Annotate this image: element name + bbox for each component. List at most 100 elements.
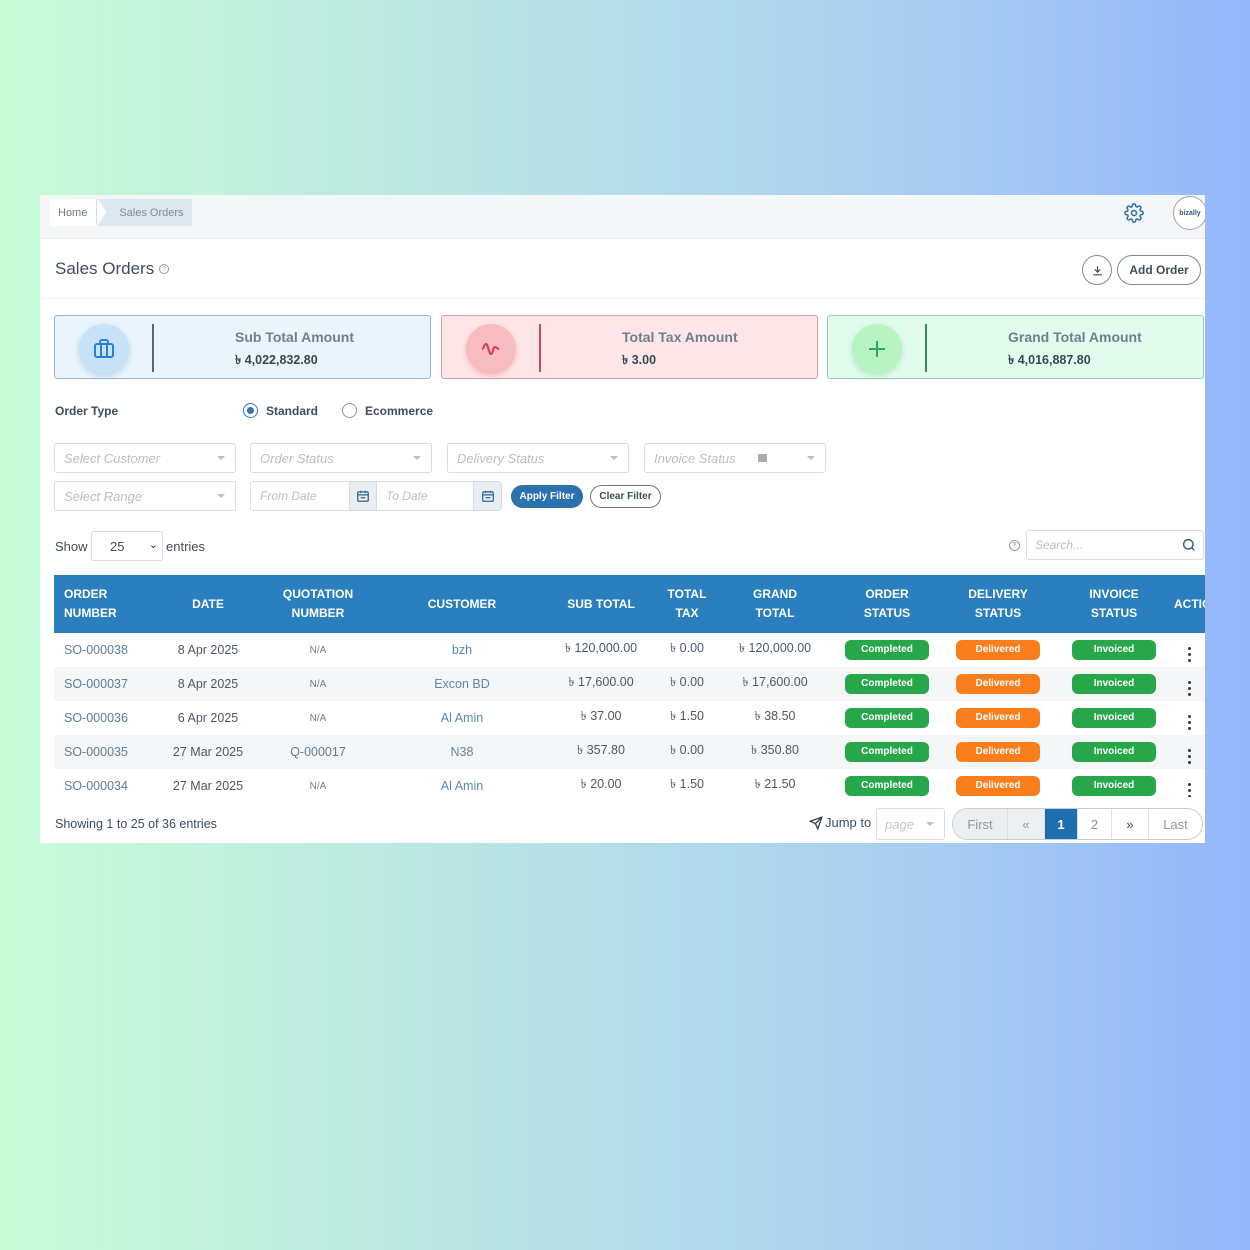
pagination-first[interactable]: First xyxy=(953,809,1008,839)
more-vertical-icon[interactable] xyxy=(1188,748,1191,764)
col-action: ACTION xyxy=(1174,596,1205,611)
search-input[interactable]: Search... xyxy=(1026,530,1204,560)
search-placeholder: Search... xyxy=(1035,538,1084,552)
quotation-number: N/A xyxy=(309,678,327,690)
order-date: 8 Apr 2025 xyxy=(177,677,239,691)
download-button[interactable] xyxy=(1082,255,1112,285)
card-divider xyxy=(539,324,541,372)
gear-icon[interactable] xyxy=(1123,202,1145,224)
order-number-link[interactable]: SO-000038 xyxy=(64,643,128,657)
caret-down-icon xyxy=(413,456,421,460)
sub-total: ৳ 17,600.00 xyxy=(568,675,634,689)
total-tax: ৳ 0.00 xyxy=(669,743,705,757)
jump-to: Jump to xyxy=(809,815,871,830)
delivery-status-cell: Delivered xyxy=(942,701,1054,735)
delivery-status-badge: Delivered xyxy=(956,640,1040,660)
breadcrumb: Home Sales Orders xyxy=(50,199,192,226)
sales-orders-app: Home Sales Orders bizally Sales Orders ?… xyxy=(40,195,1205,843)
download-icon xyxy=(1092,265,1102,275)
radio-checked-icon[interactable] xyxy=(243,403,258,418)
order-status-placeholder: Order Status xyxy=(260,450,334,466)
col-date[interactable]: DATE xyxy=(192,596,224,611)
caret-down-icon xyxy=(217,456,225,460)
more-vertical-icon[interactable] xyxy=(1188,680,1191,696)
range-select[interactable]: Select Range xyxy=(54,481,236,511)
briefcase-icon xyxy=(79,324,129,374)
clear-filter-button[interactable]: Clear Filter xyxy=(590,485,661,508)
help-icon[interactable]: ? xyxy=(159,264,169,274)
stat-card-subtotal: Sub Total Amount ৳ 4,022,832.80 xyxy=(54,315,431,379)
pagination-page-2[interactable]: 2 xyxy=(1078,809,1112,839)
action-cell xyxy=(1174,633,1205,667)
total-tax: ৳ 1.50 xyxy=(669,709,705,723)
jump-to-label: Jump to xyxy=(825,815,872,830)
customer-select-placeholder: Select Customer xyxy=(64,450,161,466)
more-vertical-icon[interactable] xyxy=(1188,646,1191,662)
table-row: SO-000038 8 Apr 2025 N/A bzh ৳ 120,000.0… xyxy=(54,633,1205,667)
calendar-icon[interactable] xyxy=(349,482,377,510)
sub-total: ৳ 357.80 xyxy=(577,743,625,757)
pagination-page-1[interactable]: 1 xyxy=(1045,809,1078,839)
order-status-badge: Completed xyxy=(845,674,929,694)
radio-standard[interactable]: Standard xyxy=(243,403,318,418)
radio-unchecked-icon[interactable] xyxy=(342,403,357,418)
avatar[interactable]: bizally xyxy=(1173,196,1205,230)
page-title: Sales Orders xyxy=(55,259,155,278)
col-total-tax[interactable]: TOTAL TAX xyxy=(667,587,707,620)
calendar-icon[interactable] xyxy=(473,482,501,510)
col-delivery-status[interactable]: DELIVERY STATUS xyxy=(968,587,1028,620)
col-grand-total[interactable]: GRAND TOTAL xyxy=(753,587,797,620)
stat-label: Sub Total Amount xyxy=(235,329,354,345)
invoice-status-badge: Invoiced xyxy=(1072,708,1156,728)
send-icon xyxy=(809,815,823,830)
order-number-link[interactable]: SO-000036 xyxy=(64,711,128,725)
grand-total: ৳ 350.80 xyxy=(751,743,799,757)
entries-per-page-select[interactable]: 25 ⌄ xyxy=(91,531,163,561)
order-status-select[interactable]: Order Status xyxy=(250,443,432,473)
order-type-label: Order Type xyxy=(55,404,119,418)
breadcrumb-home[interactable]: Home xyxy=(50,199,108,226)
delivery-status-select[interactable]: Delivery Status xyxy=(447,443,629,473)
order-number-link[interactable]: SO-000035 xyxy=(64,745,128,759)
radio-label: Standard xyxy=(266,403,319,418)
chevrons-right-icon[interactable]: » xyxy=(1112,809,1149,839)
col-quotation-number[interactable]: QUOTATION NUMBER xyxy=(282,587,354,620)
order-number-link[interactable]: SO-000037 xyxy=(64,677,128,691)
chevron-down-icon: ⌄ xyxy=(148,539,158,551)
col-sub-total[interactable]: SUB TOTAL xyxy=(567,596,635,611)
pagination-last[interactable]: Last xyxy=(1149,809,1202,839)
col-order-status[interactable]: ORDER STATUS xyxy=(863,587,911,620)
total-tax: ৳ 0.00 xyxy=(669,641,705,655)
quotation-number: N/A xyxy=(309,780,327,792)
caret-down-icon xyxy=(926,822,934,826)
action-cell xyxy=(1174,735,1205,769)
order-number-link[interactable]: SO-000034 xyxy=(64,779,128,793)
jump-page-select[interactable]: page xyxy=(876,808,945,840)
chevrons-left-icon[interactable]: « xyxy=(1008,809,1045,839)
apply-filter-button[interactable]: Apply Filter xyxy=(511,485,583,508)
col-order-number[interactable]: ORDER NUMBER xyxy=(64,587,117,620)
customer-select[interactable]: Select Customer xyxy=(54,443,236,473)
add-order-button[interactable]: Add Order xyxy=(1117,255,1201,285)
delivery-status-badge: Delivered xyxy=(956,776,1040,796)
col-invoice-status[interactable]: INVOICE STATUS xyxy=(1089,587,1139,620)
grand-total: ৳ 38.50 xyxy=(754,709,796,723)
search-icon[interactable] xyxy=(1181,537,1197,556)
help-icon[interactable]: ? xyxy=(1009,540,1020,551)
delivery-status-cell: Delivered xyxy=(942,735,1054,769)
order-status-cell: Completed xyxy=(832,735,942,769)
col-customer[interactable]: CUSTOMER xyxy=(427,596,497,611)
order-status-cell: Completed xyxy=(832,667,942,701)
sub-total: ৳ 120,000.00 xyxy=(564,641,638,655)
more-vertical-icon[interactable] xyxy=(1188,714,1191,730)
to-date-input[interactable]: To Date xyxy=(377,482,473,510)
order-status-badge: Completed xyxy=(845,708,929,728)
stat-label: Total Tax Amount xyxy=(622,329,738,345)
stat-value: ৳ 4,022,832.80 xyxy=(235,353,318,367)
quotation-number-link[interactable]: Q-000017 xyxy=(290,745,346,759)
more-vertical-icon[interactable] xyxy=(1188,782,1191,797)
customer-name: Al Amin xyxy=(440,779,484,793)
invoice-status-select[interactable]: Invoice Status xyxy=(644,443,826,473)
radio-ecommerce[interactable]: Ecommerce xyxy=(342,403,433,418)
from-date-input[interactable]: From Date xyxy=(251,482,349,510)
